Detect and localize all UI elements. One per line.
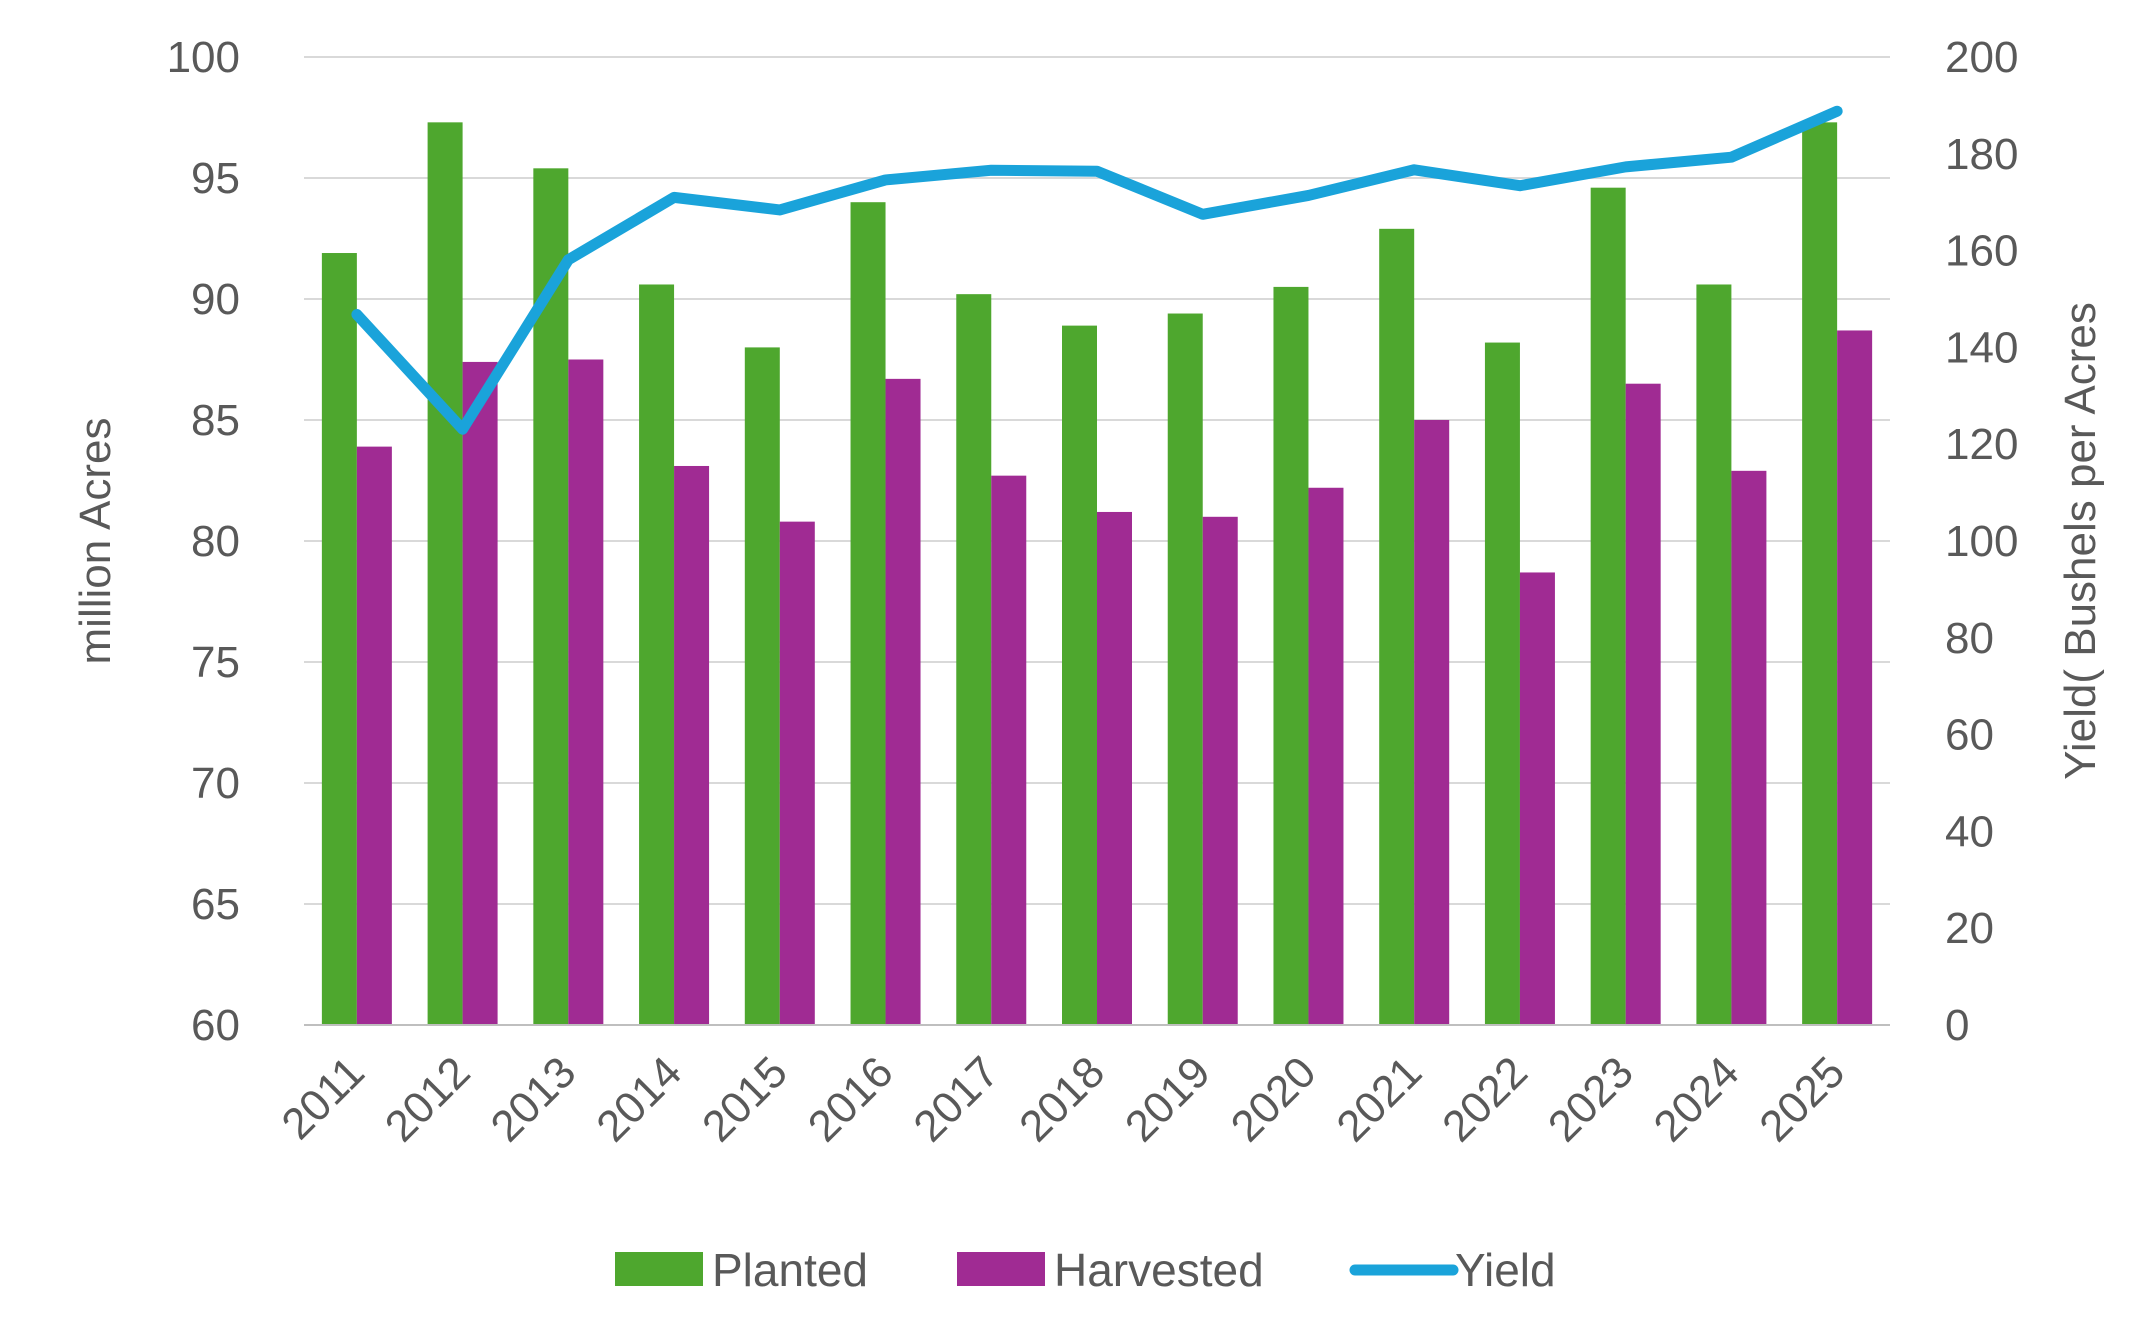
bar-planted-2011 [321,253,357,1025]
bar-harvested-2012 [462,361,498,1025]
bar-harvested-2013 [568,359,604,1025]
yield-line [351,105,1843,435]
y2-tick-label: 80 [1945,614,1994,663]
y-tick-label: 80 [191,517,240,566]
x-tick-label: 2020 [1222,1047,1326,1151]
bar-planted-2020 [1273,286,1309,1025]
bar-harvested-2023 [1625,383,1661,1025]
y2-tick-label: 180 [1945,130,2018,179]
bar-harvested-2015 [779,521,815,1025]
bar-planted-2015 [744,347,780,1025]
x-tick-label: 2013 [482,1047,586,1151]
bar-harvested-2021 [1414,420,1450,1025]
x-tick-label: 2018 [1010,1047,1114,1151]
bar-planted-2019 [1167,313,1203,1025]
y-tick-label: 70 [191,759,240,808]
bar-harvested-2024 [1731,470,1767,1025]
y2-axis-title: Yield( Bushels per Acres [2056,302,2105,780]
bar-planted-2021 [1379,228,1415,1025]
y-tick-label: 75 [191,638,240,687]
bar-harvested-2014 [674,465,710,1026]
x-tick-label: 2019 [1116,1047,1220,1151]
x-tick-label: 2017 [904,1047,1008,1151]
bar-planted-2018 [1062,325,1097,1025]
y2-tick-label: 20 [1945,904,1994,953]
x-tick-label: 2023 [1539,1047,1643,1151]
bar-harvested-2025 [1837,330,1873,1026]
y-tick-label: 90 [191,275,240,324]
y-tick-label: 65 [191,880,240,929]
y2-tick-label: 100 [1945,517,2018,566]
bars [321,122,1873,1026]
x-tick-label: 2011 [272,1047,374,1149]
y2-tick-label: 200 [1945,33,2018,82]
bar-planted-2025 [1802,122,1838,1026]
bar-planted-2012 [427,122,463,1026]
legend-label-harvested: Harvested [1054,1244,1264,1296]
x-tick-label: 2014 [587,1047,691,1151]
bar-planted-2024 [1696,284,1732,1026]
y-tick-label: 100 [167,33,240,82]
x-tick-label: 2021 [1327,1047,1431,1151]
legend-label-planted: Planted [712,1244,868,1296]
y2-tick-label: 0 [1945,1001,1969,1050]
bar-harvested-2017 [991,475,1027,1025]
y2-tick-label: 120 [1945,420,2018,469]
y2-tick-label: 140 [1945,323,2018,372]
legend-label-yield: Yield [1455,1244,1556,1296]
bar-harvested-2018 [1097,511,1132,1026]
bar-planted-2014 [639,284,675,1026]
bar-harvested-2020 [1308,487,1344,1025]
y-tick-label: 95 [191,154,240,203]
x-tick-label: 2016 [799,1047,903,1151]
bar-planted-2016 [850,202,886,1025]
bar-harvested-2022 [1519,572,1555,1025]
bar-harvested-2011 [356,446,392,1025]
x-tick-label: 2024 [1645,1047,1749,1151]
legend-swatch-harvested [957,1252,1045,1286]
bar-planted-2017 [956,294,992,1025]
x-tick-label: 2012 [376,1047,480,1151]
bar-harvested-2019 [1202,516,1238,1025]
y2-tick-label: 60 [1945,711,1994,760]
bar-harvested-2016 [885,378,921,1025]
y-tick-label: 60 [191,1001,240,1050]
bar-planted-2022 [1484,342,1520,1025]
y-axis-title: million Acres [71,418,120,665]
legend-swatch-planted [615,1252,703,1286]
x-tick-label: 2015 [693,1047,797,1151]
x-tick-label: 2025 [1750,1047,1854,1151]
x-tick-label: 2022 [1433,1047,1537,1151]
legend: Planted Harvested Yield [615,1244,1556,1296]
bar-planted-2023 [1590,187,1626,1025]
y2-tick-label: 40 [1945,807,1994,856]
y-tick-label: 85 [191,396,240,445]
y2-tick-label: 160 [1945,227,2018,276]
